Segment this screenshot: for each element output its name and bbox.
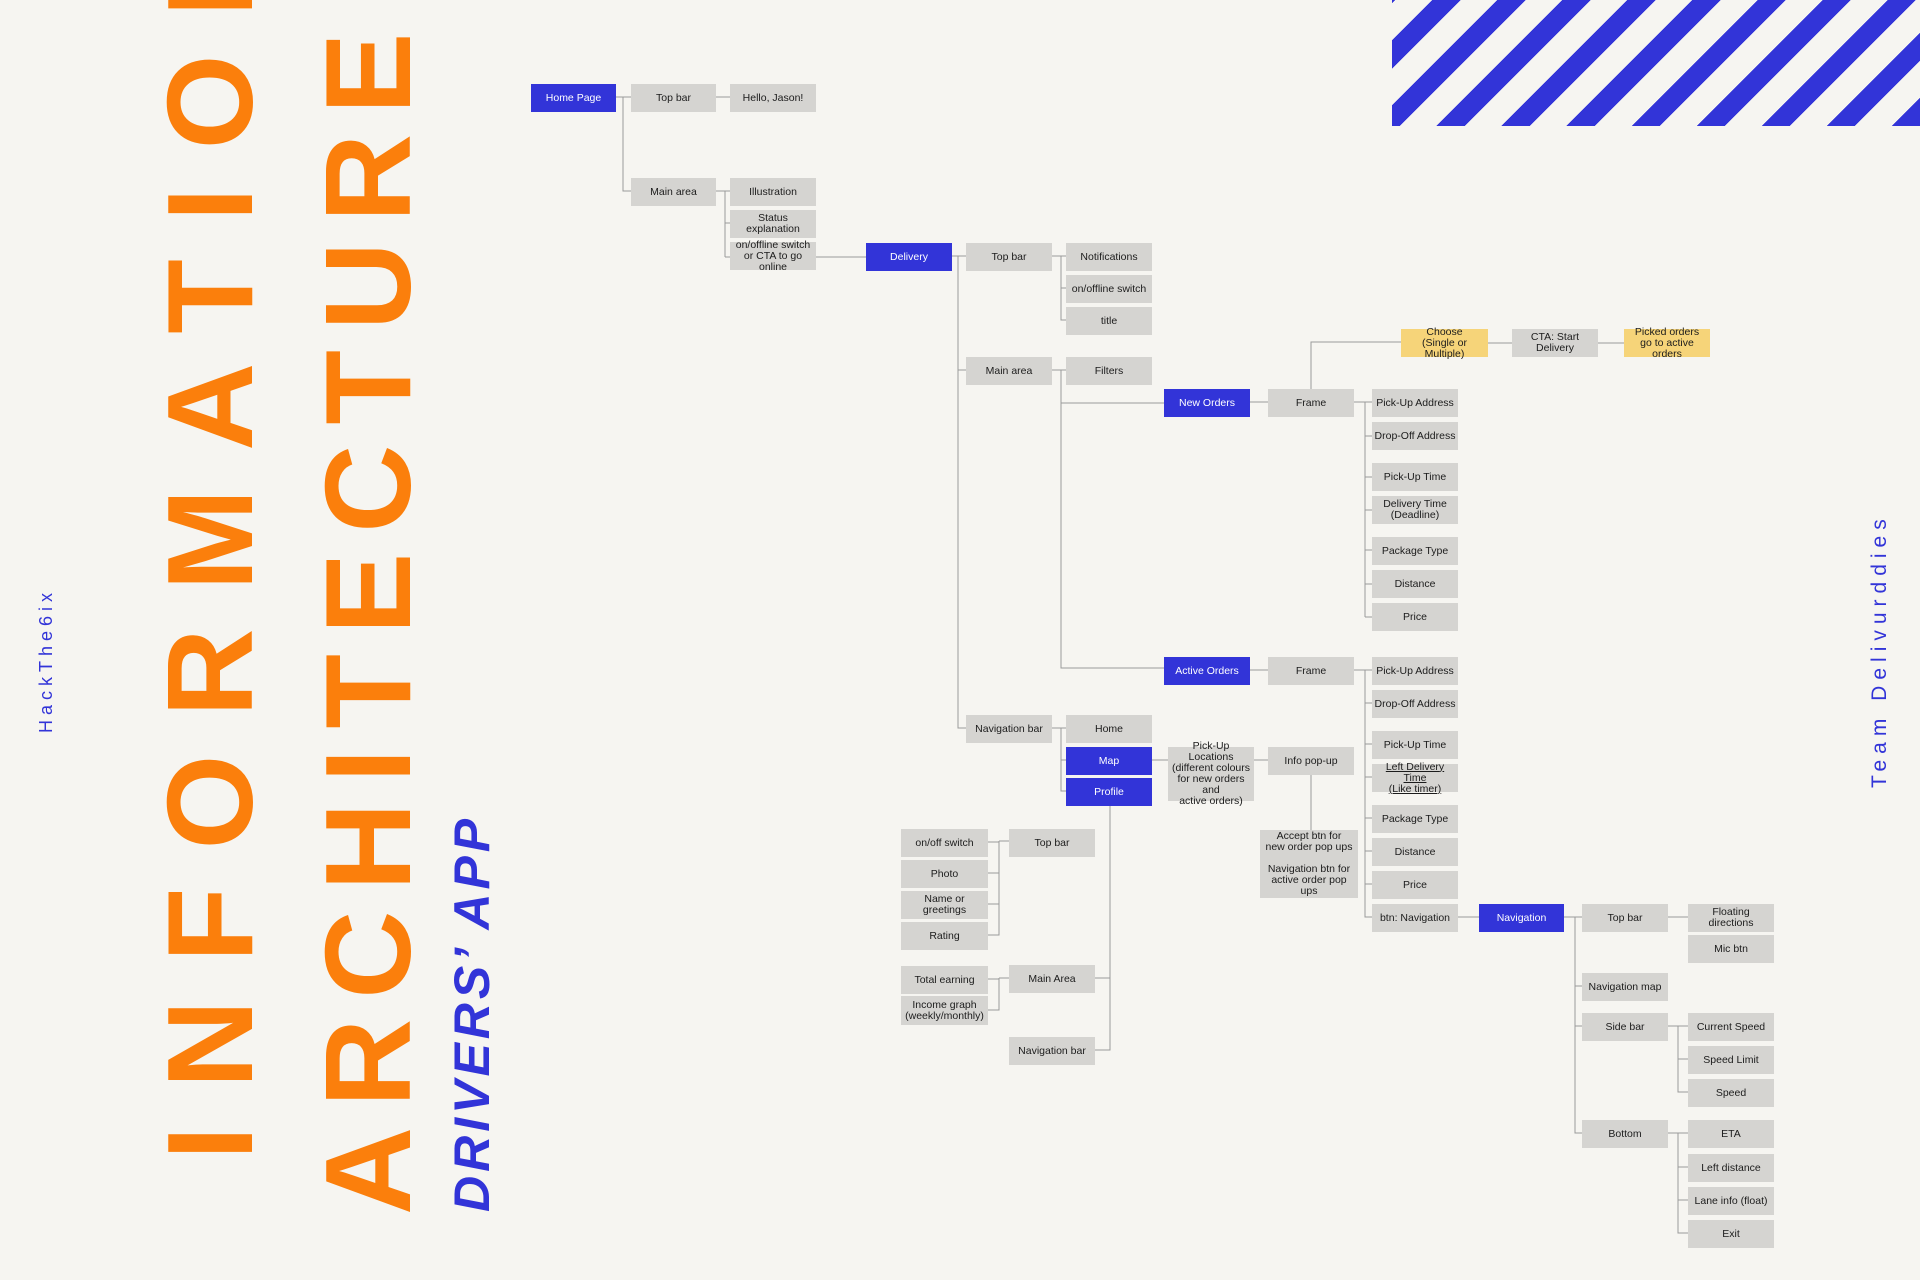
node-active-pickup-time: Pick-Up Time bbox=[1372, 731, 1458, 759]
node-info-popup: Info pop-up bbox=[1268, 747, 1354, 775]
node-active-price: Price bbox=[1372, 871, 1458, 899]
node-delivery-onoffline-switch: on/offline switch bbox=[1066, 275, 1152, 303]
node-new-dropoff-address: Drop-Off Address bbox=[1372, 422, 1458, 450]
node-profile-main-area: Main Area bbox=[1009, 965, 1095, 993]
node-new-distance: Distance bbox=[1372, 570, 1458, 598]
node-cta-start-delivery: CTA: Start Delivery bbox=[1512, 329, 1598, 357]
node-delivery-title: title bbox=[1066, 307, 1152, 335]
node-new-orders-frame: Frame bbox=[1268, 389, 1354, 417]
node-new-price: Price bbox=[1372, 603, 1458, 631]
node-exit: Exit bbox=[1688, 1220, 1774, 1248]
node-total-earning: Total earning bbox=[901, 966, 988, 994]
node-picked-orders: Picked orders go to active orders bbox=[1624, 326, 1710, 359]
node-active-left-delivery-time: Left Delivery Time (Like timer) bbox=[1372, 761, 1458, 794]
connector bbox=[988, 841, 1000, 936]
connector bbox=[1060, 256, 1067, 321]
node-profile-onoff-switch: on/off switch bbox=[901, 829, 988, 857]
node-speed: Speed bbox=[1688, 1079, 1774, 1107]
node-mic-btn: Mic btn bbox=[1688, 935, 1774, 963]
node-profile-top-bar: Top bar bbox=[1009, 829, 1095, 857]
node-accept-navigation-btns: Accept btn for new order pop ups Navigat… bbox=[1260, 830, 1358, 898]
node-left-distance: Left distance bbox=[1688, 1154, 1774, 1182]
node-active-pickup-address: Pick-Up Address bbox=[1372, 657, 1458, 685]
node-new-pickup-time: Pick-Up Time bbox=[1372, 463, 1458, 491]
connector bbox=[1364, 670, 1373, 918]
node-current-speed: Current Speed bbox=[1688, 1013, 1774, 1041]
node-nav-map: Map bbox=[1066, 747, 1152, 775]
node-lane-info: Lane info (float) bbox=[1688, 1187, 1774, 1215]
node-active-orders: Active Orders bbox=[1164, 657, 1250, 685]
node-pickup-locations: Pick-Up Locations (different colours for… bbox=[1168, 741, 1254, 807]
node-new-package-type: Package Type bbox=[1372, 537, 1458, 565]
node-navigation-bar: Navigation bar bbox=[966, 715, 1052, 743]
connector bbox=[1060, 370, 1165, 669]
node-profile-navigation-bar: Navigation bar bbox=[1009, 1037, 1095, 1065]
node-navigation: Navigation bbox=[1479, 904, 1564, 932]
connector bbox=[622, 97, 632, 192]
node-delivery: Delivery bbox=[866, 243, 952, 271]
node-choose: Choose (Single or Multiple) bbox=[1401, 326, 1488, 359]
node-home-main-area: Main area bbox=[631, 178, 716, 206]
node-btn-navigation: btn: Navigation bbox=[1372, 904, 1458, 932]
node-side-bar: Side bar bbox=[1582, 1013, 1668, 1041]
node-delivery-top-bar: Top bar bbox=[966, 243, 1052, 271]
node-active-distance: Distance bbox=[1372, 838, 1458, 866]
node-photo: Photo bbox=[901, 860, 988, 888]
connector bbox=[1677, 1133, 1689, 1234]
node-rating: Rating bbox=[901, 922, 988, 950]
node-online-switch-cta: on/offline switch or CTA to go online bbox=[730, 239, 816, 272]
node-status-explanation: Status explanation bbox=[730, 210, 816, 238]
connector bbox=[1060, 728, 1067, 792]
node-active-orders-frame: Frame bbox=[1268, 657, 1354, 685]
connector bbox=[1310, 341, 1402, 389]
node-nav-profile: Profile bbox=[1066, 778, 1152, 806]
node-delivery-main-area: Main area bbox=[966, 357, 1052, 385]
node-nav-top-bar: Top bar bbox=[1582, 904, 1668, 932]
node-active-package-type: Package Type bbox=[1372, 805, 1458, 833]
node-filters: Filters bbox=[1066, 357, 1152, 385]
node-navigation-map: Navigation map bbox=[1582, 973, 1668, 1001]
connector bbox=[1677, 1026, 1689, 1093]
node-new-orders: New Orders bbox=[1164, 389, 1250, 417]
node-speed-limit: Speed Limit bbox=[1688, 1046, 1774, 1074]
node-nav-home: Home bbox=[1066, 715, 1152, 743]
node-active-dropoff-address: Drop-Off Address bbox=[1372, 690, 1458, 718]
node-illustration: Illustration bbox=[730, 178, 816, 206]
node-hello-jason: Hello, Jason! bbox=[730, 84, 816, 112]
node-new-delivery-time: Delivery Time (Deadline) bbox=[1372, 496, 1458, 524]
node-home-top-bar: Top bar bbox=[631, 84, 716, 112]
node-home-page: Home Page bbox=[531, 84, 616, 112]
node-floating-directions: Floating directions bbox=[1688, 904, 1774, 932]
node-name-greetings: Name or greetings bbox=[901, 891, 988, 919]
connector bbox=[957, 256, 967, 729]
node-new-pickup-address: Pick-Up Address bbox=[1372, 389, 1458, 417]
connector bbox=[988, 978, 1000, 1011]
connector bbox=[1095, 805, 1111, 1051]
node-income-graph: Income graph (weekly/monthly) bbox=[901, 996, 988, 1025]
node-notifications: Notifications bbox=[1066, 243, 1152, 271]
node-bottom: Bottom bbox=[1582, 1120, 1668, 1148]
diagonal-stripes-decoration bbox=[1392, 0, 1920, 126]
connector bbox=[1574, 917, 1583, 1134]
node-eta: ETA bbox=[1688, 1120, 1774, 1148]
